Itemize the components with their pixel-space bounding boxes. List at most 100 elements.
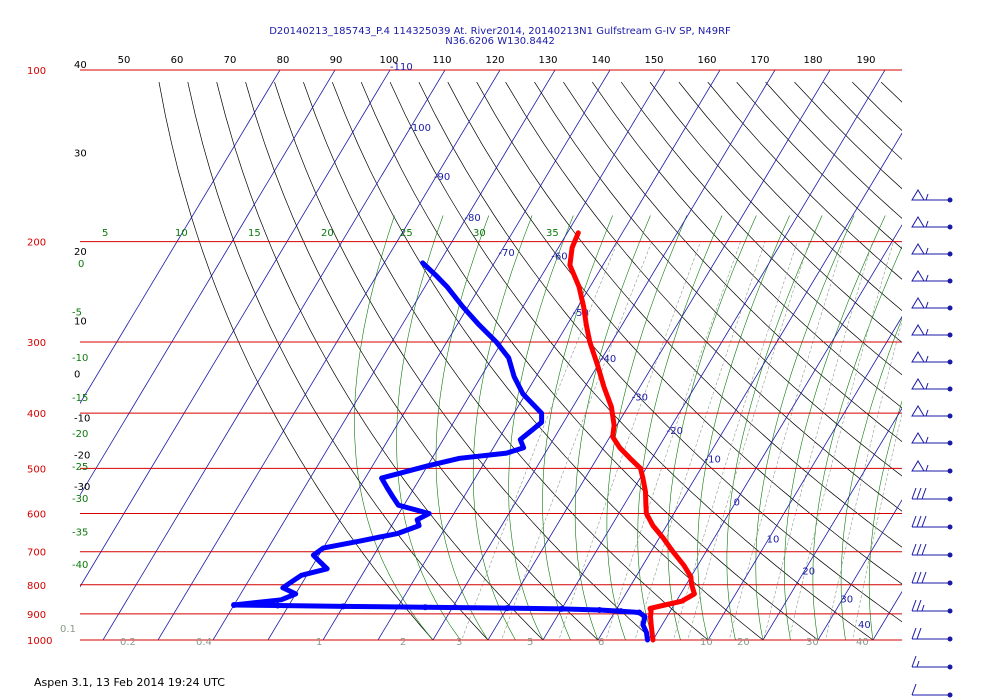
dewpoint-point [504, 605, 511, 612]
isotherm-label: -30 [632, 392, 648, 403]
wind-barb-half-flag [925, 355, 929, 363]
dry-adiabat [418, 81, 902, 623]
isotherm [432, 70, 776, 640]
footer-caption: Aspen 3.1, 13 Feb 2014 19:24 UTC [34, 676, 225, 689]
wind-barb-pennant [911, 216, 925, 228]
dewpoint-point [596, 607, 603, 614]
isotherm-label: 40 [858, 620, 871, 631]
isotherm [976, 57, 1000, 652]
isotherm-label: -10 [705, 454, 721, 465]
dry-adiabat-label: 10 [74, 317, 87, 328]
dry-adiabat [563, 81, 902, 442]
moist-left-label: -40 [72, 560, 88, 571]
moist-adiabat-label: 35 [546, 228, 559, 239]
moist-adiabat-label: 5 [102, 228, 108, 239]
chart-title: D20140213_185743_P.4 114325039 At. River… [269, 26, 731, 37]
mixing-ratio-line [673, 241, 798, 640]
isotherm-label: -50 [572, 308, 588, 319]
moist-adiabat-label: 30 [473, 228, 486, 239]
wind-barb [911, 543, 953, 558]
wind-barb-flag [916, 627, 922, 640]
isotherm [377, 70, 721, 640]
top-axis-label: 120 [485, 55, 504, 66]
pressure-tick-label: 100 [27, 66, 46, 77]
dry-adiabat [331, 81, 764, 640]
pressure-tick-label: 600 [27, 510, 46, 521]
moist-left-label: -20 [72, 429, 88, 440]
top-axis-label: 60 [171, 55, 184, 66]
pressure-tick-label: 900 [27, 610, 46, 621]
mixing-ratio-line [461, 241, 618, 640]
top-axis-label: 50 [118, 55, 131, 66]
wind-barb [911, 460, 953, 474]
moist-adiabat [354, 215, 434, 640]
top-axis-label: 160 [697, 55, 716, 66]
top-axis-label: 190 [856, 55, 875, 66]
isotherm-label: -90 [434, 172, 450, 183]
isotherm-label: 20 [802, 566, 815, 577]
pressure-tick-label: 300 [27, 338, 46, 349]
isotherm-label: 0 [734, 498, 740, 509]
top-axis-label: 180 [803, 55, 822, 66]
isotherm [652, 224, 902, 640]
wind-barb-half-flag [916, 660, 920, 668]
isotherm-label: -80 [464, 213, 480, 224]
dry-adiabat-label: 30 [74, 149, 87, 160]
mixing-ratio-label: 10 [700, 637, 713, 648]
dry-adiabat [592, 81, 902, 409]
dewpoint-point [340, 603, 347, 610]
pressure-tick-label: 400 [27, 409, 46, 420]
wind-barb-half-flag [925, 274, 929, 282]
isotherm-label: -40 [600, 354, 616, 365]
mixing-ratio-label: 40 [856, 637, 869, 648]
isotherm [157, 70, 501, 640]
dewpoint-point [558, 605, 565, 612]
dewpoint-point [231, 601, 238, 608]
wind-barb-flag [911, 655, 917, 668]
moist-left-label: -25 [72, 462, 88, 473]
chart-location: N36.6206 W130.8442 [445, 36, 555, 47]
moist-adiabat [396, 215, 461, 640]
mixing-ratio-line [763, 241, 873, 640]
wind-barb-flag [916, 487, 922, 500]
wind-barb-pennant [911, 270, 925, 282]
pressure-tick-label: 500 [27, 464, 46, 475]
isotherm [921, 57, 1000, 652]
dry-adiabat [158, 82, 434, 640]
wind-barb [911, 351, 953, 365]
wind-barb-half-flag [925, 301, 929, 309]
mixing-ratio-label: 0.4 [196, 637, 212, 648]
wind-barb-pennant [911, 297, 925, 309]
wind-barb-half-flag [925, 464, 929, 472]
wind-barb [911, 324, 953, 338]
dry-adiabat [187, 82, 489, 640]
isotherm [102, 70, 446, 640]
isotherm-label: -100 [408, 123, 431, 134]
mixing-ratio-label: 5 [527, 637, 533, 648]
isotherm [707, 315, 902, 640]
isotherm-label: 10 [767, 534, 780, 545]
isotherm-label: 30 [840, 595, 853, 606]
mixing-ratio-line [558, 241, 701, 640]
wind-barb [911, 683, 953, 698]
dry-adiabat-label: 40 [74, 60, 87, 71]
mixing-ratio-line [687, 241, 810, 640]
moist-left-label: -15 [72, 393, 88, 404]
mixing-ratio-label: 3 [456, 637, 462, 648]
moist-adiabat-label: 15 [248, 228, 261, 239]
dry-adiabat [794, 81, 902, 190]
dewpoint-point [636, 609, 643, 616]
mixing-ratio-label: 1 [316, 637, 322, 648]
dry-adiabat [736, 81, 902, 250]
isotherm [597, 132, 902, 640]
dewpoint-point [617, 608, 624, 615]
wind-barb [911, 599, 953, 614]
mixing-ratio-line [728, 241, 845, 640]
dry-adiabat-label: -30 [74, 482, 90, 493]
wind-barb [911, 216, 953, 230]
moist-adiabat [697, 215, 790, 640]
isotherm [80, 70, 336, 496]
isotherm-label: -60 [551, 251, 567, 262]
moist-left-label: -35 [72, 527, 88, 538]
mixing-ratio-label: 30 [806, 637, 819, 648]
